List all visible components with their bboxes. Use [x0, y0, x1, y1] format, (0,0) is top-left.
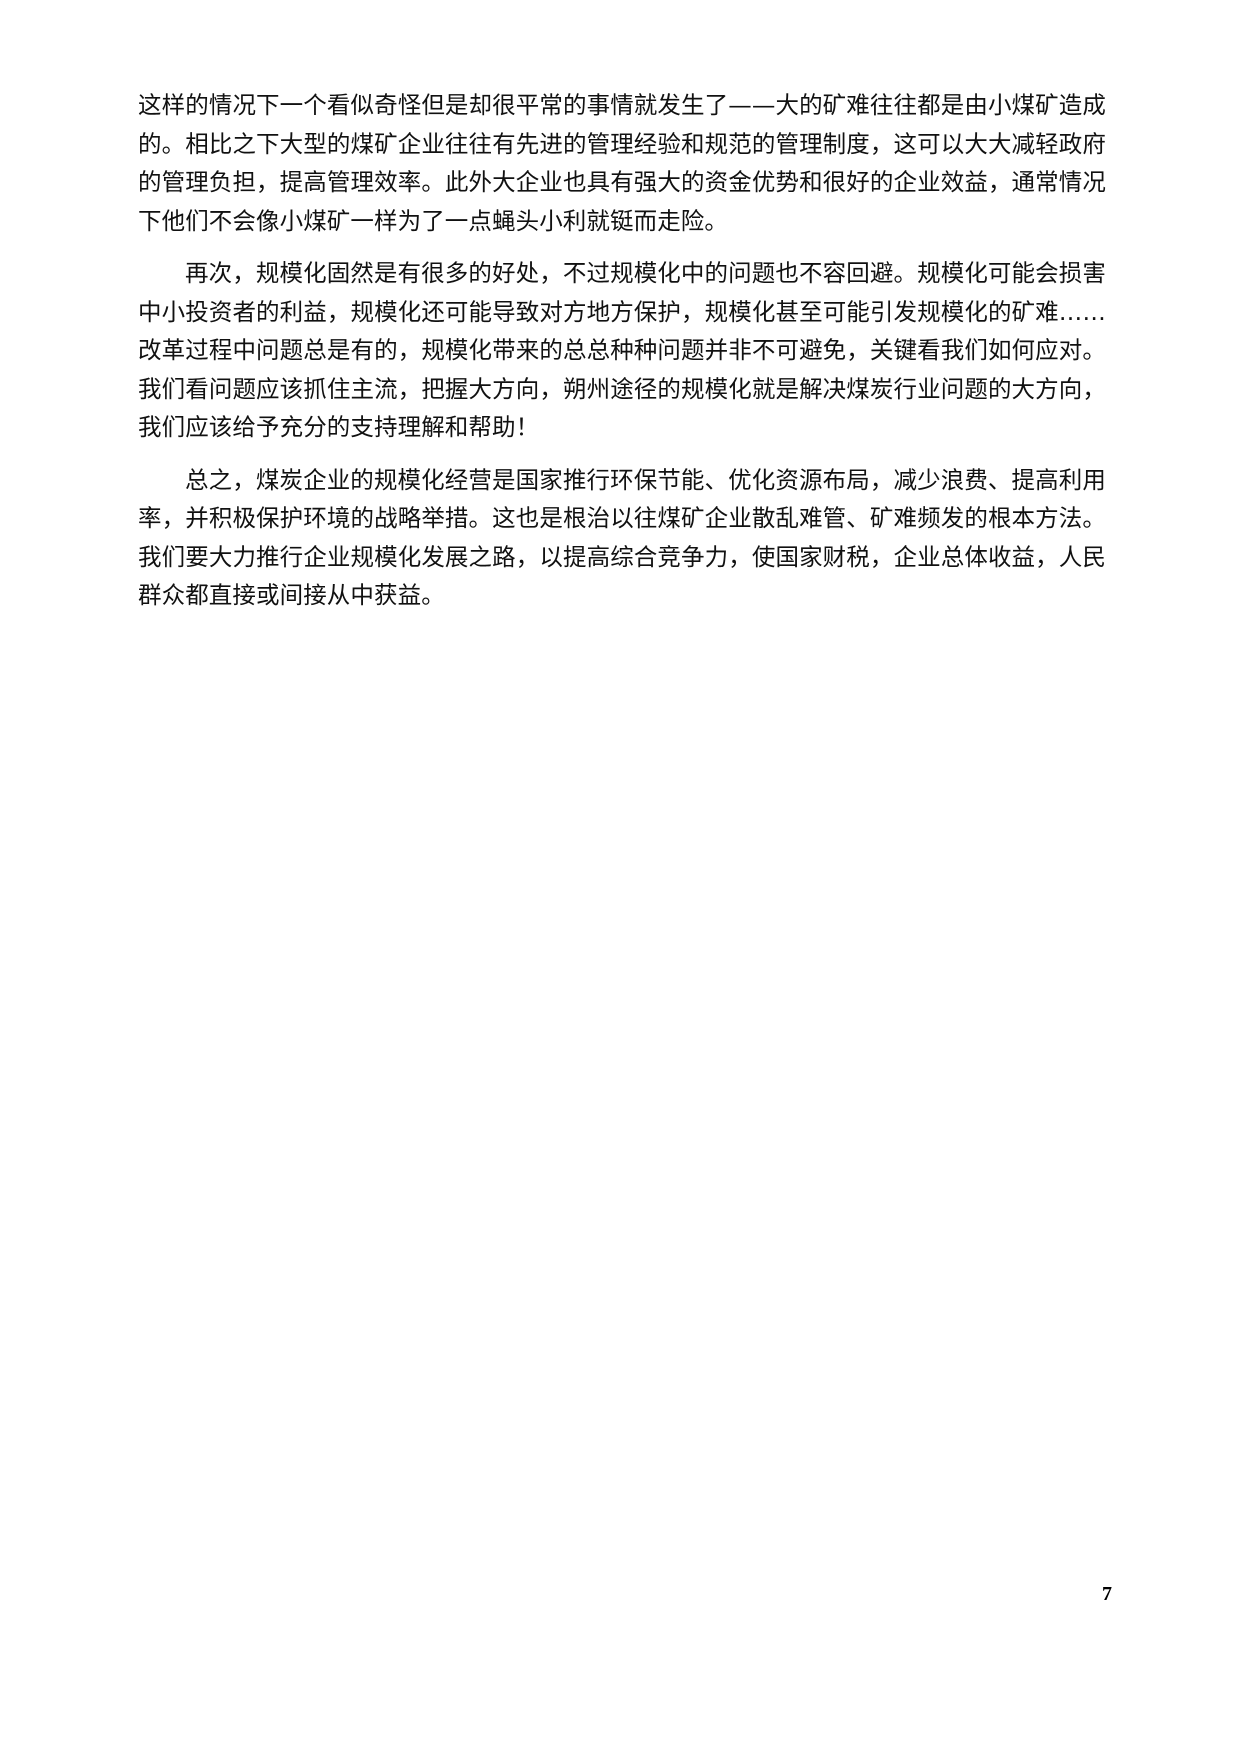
document-body: 这样的情况下一个看似奇怪但是却很平常的事情就发生了——大的矿难往往都是由小煤矿造… [138, 86, 1106, 625]
page-number: 7 [1102, 1583, 1112, 1605]
paragraph-3: 总之，煤炭企业的规模化经营是国家推行环保节能、优化资源布局，减少浪费、提高利用率… [138, 465, 1106, 610]
paragraph-1: 这样的情况下一个看似奇怪但是却很平常的事情就发生了——大的矿难往往都是由小煤矿造… [138, 91, 1106, 235]
paragraph-2: 再次，规模化固然是有很多的好处，不过规模化中的问题也不容回避。规模化可能会损害中… [138, 259, 1106, 441]
